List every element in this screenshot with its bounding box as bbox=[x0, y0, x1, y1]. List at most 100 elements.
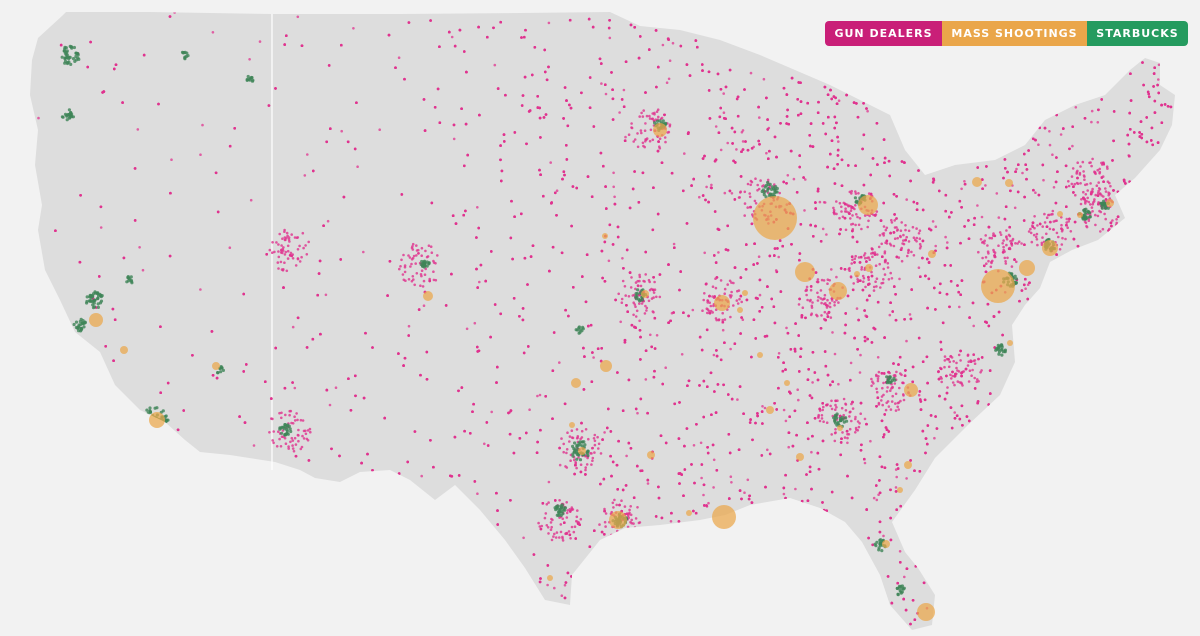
gun-dealer-dot bbox=[611, 460, 615, 464]
gun-dealer-dot bbox=[672, 311, 675, 314]
gun-dealer-dot bbox=[749, 71, 753, 75]
gun-dealer-dot bbox=[726, 248, 730, 252]
gun-dealer-dot bbox=[1004, 167, 1007, 170]
gun-dealer-dot bbox=[798, 165, 801, 169]
gun-dealer-dot bbox=[796, 388, 799, 392]
gun-dealer-dot bbox=[1045, 225, 1049, 228]
gun-dealer-dot bbox=[1090, 120, 1093, 124]
gun-dealer-dot bbox=[403, 77, 406, 81]
gun-dealer-dot bbox=[887, 405, 891, 408]
gun-dealer-dot bbox=[733, 198, 737, 201]
gun-dealer-dot bbox=[646, 482, 650, 485]
gun-dealer-dot bbox=[1037, 143, 1040, 146]
gun-dealer-dot bbox=[486, 35, 489, 39]
gun-dealer-dot bbox=[493, 303, 497, 306]
gun-dealer-dot bbox=[958, 199, 962, 203]
gun-dealer-dot bbox=[157, 102, 160, 106]
gun-dealer-dot bbox=[717, 251, 720, 254]
gun-dealer-dot bbox=[1025, 168, 1029, 171]
gun-dealer-dot bbox=[754, 337, 757, 340]
gun-dealer-dot bbox=[789, 392, 792, 395]
gun-dealer-dot bbox=[478, 280, 481, 284]
gun-dealer-dot bbox=[900, 160, 904, 163]
gun-dealer-dot bbox=[661, 382, 664, 386]
gun-dealer-dot bbox=[710, 183, 713, 187]
gun-dealer-dot bbox=[622, 88, 626, 92]
gun-dealer-dot bbox=[876, 396, 880, 400]
gun-dealer-dot bbox=[622, 267, 625, 270]
gun-dealer-dot bbox=[800, 499, 804, 503]
gun-dealer-dot bbox=[1129, 128, 1132, 131]
gun-dealer-dot bbox=[1104, 198, 1108, 201]
gun-dealer-dot bbox=[627, 378, 631, 382]
gun-dealer-dot bbox=[653, 316, 657, 320]
gun-dealer-dot bbox=[859, 449, 863, 452]
gun-dealer-dot bbox=[413, 430, 417, 433]
gun-dealer-dot bbox=[782, 492, 786, 496]
gun-dealer-dot bbox=[1041, 163, 1045, 167]
gun-dealer-dot bbox=[791, 444, 795, 448]
gun-dealer-dot bbox=[786, 331, 790, 335]
gun-dealer-dot bbox=[899, 504, 902, 508]
gun-dealer-dot bbox=[859, 255, 863, 259]
gun-dealer-dot bbox=[539, 527, 543, 531]
gun-dealer-dot bbox=[863, 309, 866, 312]
gun-dealer-dot bbox=[808, 470, 812, 474]
gun-dealer-dot bbox=[702, 379, 706, 383]
gun-dealer-dot bbox=[953, 411, 956, 414]
gun-dealer-dot bbox=[520, 36, 523, 39]
gun-dealer-dot bbox=[475, 236, 478, 239]
gun-dealer-dot bbox=[798, 370, 801, 373]
gun-dealer-dot bbox=[946, 241, 949, 244]
gun-dealer-dot bbox=[705, 328, 709, 332]
gun-dealer-dot bbox=[554, 499, 557, 502]
gun-dealer-dot bbox=[633, 170, 636, 173]
gun-dealer-dot bbox=[855, 102, 858, 105]
gun-dealer-dot bbox=[423, 129, 427, 132]
gun-dealer-dot bbox=[609, 430, 613, 433]
gun-dealer-dot bbox=[639, 397, 643, 401]
gun-dealer-dot bbox=[1110, 224, 1113, 228]
gun-dealer-dot bbox=[535, 451, 539, 455]
gun-dealer-dot bbox=[1112, 110, 1116, 113]
gun-dealer-dot bbox=[911, 599, 915, 602]
gun-dealer-dot bbox=[566, 571, 570, 575]
gun-dealer-dot bbox=[349, 409, 353, 412]
gun-dealer-dot bbox=[644, 250, 647, 254]
gun-dealer-dot bbox=[758, 143, 761, 146]
gun-dealer-dot bbox=[1073, 220, 1077, 224]
gun-dealer-dot bbox=[794, 487, 797, 491]
gun-dealer-dot bbox=[798, 252, 802, 255]
gun-dealer-dot bbox=[959, 349, 962, 353]
gun-dealer-dot bbox=[1021, 171, 1024, 175]
gun-dealer-dot bbox=[870, 274, 874, 278]
gun-dealer-dot bbox=[1013, 258, 1016, 261]
gun-dealer-dot bbox=[476, 492, 479, 496]
gun-dealer-dot bbox=[876, 356, 880, 359]
gun-dealer-dot bbox=[736, 114, 740, 118]
gun-dealer-dot bbox=[1129, 72, 1132, 75]
gun-dealer-dot bbox=[469, 432, 472, 435]
gun-dealer-dot bbox=[821, 439, 825, 443]
gun-dealer-dot bbox=[694, 39, 698, 42]
gun-dealer-dot bbox=[1142, 83, 1145, 87]
gun-dealer-dot bbox=[898, 550, 902, 553]
gun-dealer-dot bbox=[303, 174, 307, 177]
gun-dealer-dot bbox=[866, 337, 869, 341]
gun-dealer-dot bbox=[882, 372, 886, 375]
gun-dealer-dot bbox=[450, 35, 454, 39]
gun-dealer-dot bbox=[463, 164, 466, 168]
gun-dealer-dot bbox=[773, 135, 777, 139]
gun-dealer-dot bbox=[1024, 163, 1027, 166]
gun-dealer-dot bbox=[865, 298, 869, 302]
gun-dealer-dot bbox=[558, 463, 562, 467]
gun-dealer-dot bbox=[750, 501, 754, 504]
gun-dealer-dot bbox=[657, 65, 660, 69]
gun-dealer-dot bbox=[509, 236, 513, 240]
gun-dealer-dot bbox=[819, 327, 823, 330]
gun-dealer-dot bbox=[191, 354, 194, 357]
gun-dealer-dot bbox=[865, 315, 869, 318]
gun-dealer-dot bbox=[698, 384, 701, 387]
gun-dealer-dot bbox=[805, 285, 809, 289]
